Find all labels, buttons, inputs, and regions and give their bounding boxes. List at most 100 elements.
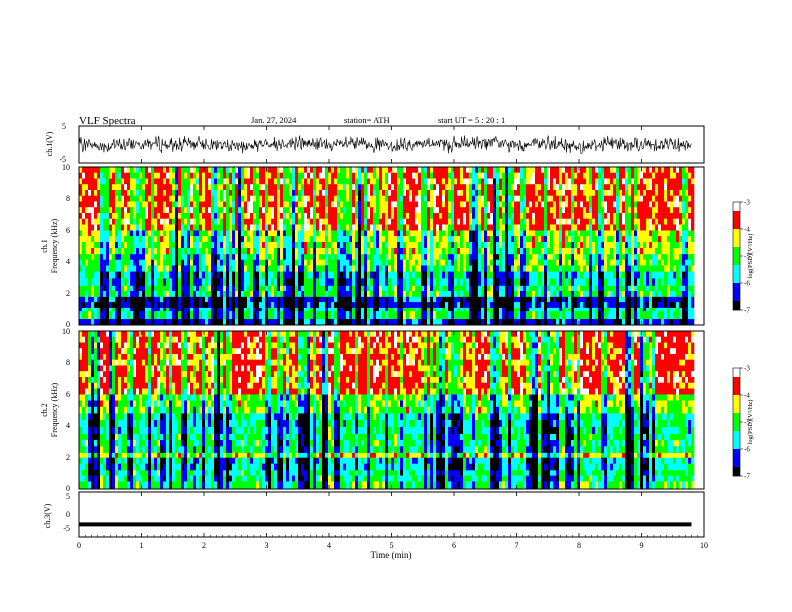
ch1-spectrogram-cell xyxy=(310,230,314,237)
ch1-spectrogram-cell xyxy=(490,307,494,312)
ch1-spectrogram-cell xyxy=(97,259,101,266)
ch1-spectrogram-cell xyxy=(457,207,461,214)
ch1-spectrogram-cell xyxy=(280,310,284,319)
ch1-spectrogram-cell xyxy=(181,184,185,191)
ch1-spectrogram-cell xyxy=(184,230,188,237)
ch1-spectrogram-cell xyxy=(304,318,308,326)
ch1-spectrogram-cell xyxy=(622,296,626,303)
ch1-spectrogram-cell xyxy=(361,265,365,272)
ch1-spectrogram-cell xyxy=(169,265,173,272)
ch1-spectrogram-cell xyxy=(328,213,332,219)
ch1-spectrogram-cell xyxy=(592,259,596,266)
ch1-spectrogram-cell xyxy=(496,271,500,279)
ch1-spectrogram-cell xyxy=(385,307,389,312)
ch1-spectrogram-cell xyxy=(397,184,401,191)
ch1-spectrogram-cell xyxy=(130,201,134,208)
ch1-spectrogram-cell xyxy=(397,236,401,243)
ch1-spectrogram-cell xyxy=(301,259,305,266)
ch1-spectrogram-cell xyxy=(97,310,101,319)
ch1-spectrogram-cell xyxy=(175,184,179,191)
ch1-spectrogram-cell xyxy=(268,207,272,214)
ch1-spectrogram-cell xyxy=(628,178,632,185)
ch1-spectrogram-cell xyxy=(373,307,377,312)
ch1-spectrogram-cell xyxy=(298,253,302,260)
ch1-spectrogram-cell xyxy=(436,190,440,196)
ch1-spectrogram-cell xyxy=(541,248,545,255)
ch1-spectrogram-cell xyxy=(280,265,284,272)
ch1-spectrogram-cell xyxy=(304,259,308,266)
ch1-spectrogram-cell xyxy=(154,310,158,319)
ch1-spectrogram-cell xyxy=(388,184,392,191)
ch1-spectrogram-cell xyxy=(121,195,125,202)
ch1-spectrogram-cell xyxy=(427,271,431,279)
ch1-spectrogram-cell xyxy=(430,265,434,272)
ch1-spectrogram-cell xyxy=(538,178,542,185)
ch1-spectrogram-cell xyxy=(385,318,389,326)
ch1-spectrogram-cell xyxy=(313,302,317,308)
ch1-spectrogram-cell xyxy=(460,236,464,243)
ch1-spectrogram-cell xyxy=(334,172,338,179)
ch1-spectrogram-cell xyxy=(517,296,521,303)
ch1-spectrogram-cell xyxy=(379,296,383,303)
ch1-spectrogram-cell xyxy=(370,167,374,173)
ch1-spectrogram-cell xyxy=(409,167,413,173)
ch1-spectrogram-cell xyxy=(133,201,137,208)
ch1-spectrogram-cell xyxy=(580,318,584,326)
ch1-spectrogram-cell xyxy=(547,184,551,191)
ch1-spectrogram-cell xyxy=(310,190,314,196)
ch1-spectrogram-cell xyxy=(481,259,485,266)
ch1-spectrogram-cell xyxy=(544,190,548,196)
ch1-spectrogram-cell xyxy=(466,207,470,214)
ch1-spectrogram-cell xyxy=(322,178,326,185)
ch1-spectrogram-cell xyxy=(466,253,470,260)
ch1-spectrogram-cell xyxy=(367,224,371,231)
ch1-spectrogram-cell xyxy=(97,248,101,255)
ch1-spectrogram-cell xyxy=(265,253,269,260)
ch1-spectrogram-cell xyxy=(289,167,293,173)
ch1-spectrogram-cell xyxy=(418,224,422,231)
ch1-spectrogram-cell xyxy=(97,236,101,243)
ch1-spectrogram-cell xyxy=(193,172,197,179)
ch1-spectrogram-cell xyxy=(589,265,593,272)
ch1-spectrogram-cell xyxy=(220,195,224,202)
ch1-spectrogram-cell xyxy=(442,291,446,297)
ch1-spectrogram-cell xyxy=(310,265,314,272)
ch1-spectrogram-cell xyxy=(619,296,623,303)
ch1-spectrogram-cell xyxy=(229,195,233,202)
ch1-spectrogram-cell xyxy=(91,302,95,308)
ch1-spectrogram-cell xyxy=(106,310,110,319)
ch1-spectrogram-cell xyxy=(535,285,539,292)
ch1-spectrogram-cell xyxy=(169,184,173,191)
ch1-spectrogram-cell xyxy=(616,296,620,303)
ch1-spectrogram-cell xyxy=(148,224,152,231)
ch1-spectrogram-cell xyxy=(433,310,437,319)
ch1-spectrogram-cell xyxy=(565,291,569,297)
ch1-spectrogram-cell xyxy=(361,224,365,231)
ch1-spectrogram-cell xyxy=(151,285,155,292)
ch1-spectrogram-cell xyxy=(607,318,611,326)
ch1-spectrogram-cell xyxy=(166,178,170,185)
ch1-spectrogram-cell xyxy=(106,178,110,185)
ch1-spectrogram-cell xyxy=(112,285,116,292)
ch1-spectrogram-cell xyxy=(517,230,521,237)
ch1-spectrogram-cell xyxy=(346,213,350,219)
ch1-spectrogram-cell xyxy=(325,218,329,225)
ch1-spectrogram-cell xyxy=(118,195,122,202)
ch1-spectrogram-cell xyxy=(244,207,248,214)
ch1-spectrogram-cell xyxy=(436,184,440,191)
ch1-spectrogram-cell xyxy=(535,195,539,202)
ch1-spectrogram-cell xyxy=(166,296,170,303)
ch1-spectrogram-cell xyxy=(562,296,566,303)
ch1-spectrogram-cell xyxy=(127,224,131,231)
ch1-spectrogram-cell xyxy=(490,296,494,303)
ch1-spectrogram-cell xyxy=(490,278,494,286)
ch1-spectrogram-cell xyxy=(109,302,113,308)
ch1-spectrogram-cell xyxy=(436,172,440,179)
ch1-spectrogram-cell xyxy=(382,278,386,286)
ch1-spectrogram-cell xyxy=(121,271,125,279)
ch1-spectrogram-cell xyxy=(577,302,581,308)
ch1-spectrogram-cell xyxy=(304,307,308,312)
ch1-spectrogram-cell xyxy=(208,201,212,208)
ch1-spectrogram-cell xyxy=(499,285,503,292)
ch1-spectrogram-cell xyxy=(247,167,251,173)
